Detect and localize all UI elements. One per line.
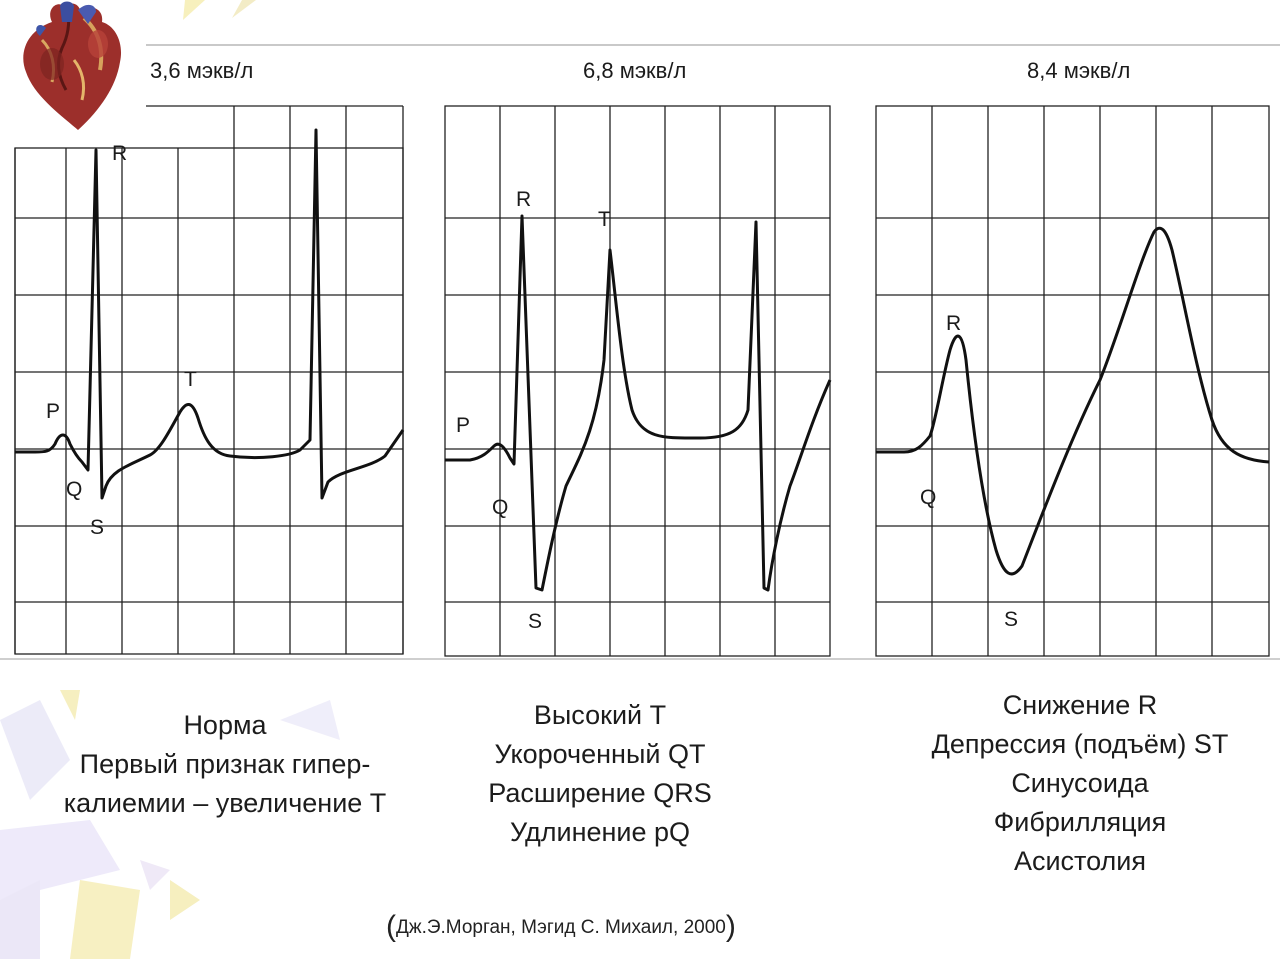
panel-1-grid [14, 105, 404, 655]
panel-1-p-label: P [46, 400, 60, 423]
panel-3-r-label: R [946, 312, 961, 335]
caption-line: калиемии – увеличение Т [63, 788, 387, 818]
ecg-diagram: P Q R S T P Q R S T [14, 105, 1270, 657]
concentration-label-2: 6,8 мэкв/л [583, 58, 687, 83]
caption-line: Синусоида [1011, 768, 1149, 798]
panel-1-s-label: S [90, 516, 104, 539]
source-text: Дж.Э.Морган, Мэгид С. Михаил, 2000 [396, 917, 726, 938]
panel-3-grid [875, 105, 1270, 657]
panel-2-t-label: T [598, 208, 611, 231]
ecg-panel-1: P Q R S T [14, 105, 405, 655]
caption-line: Асистолия [1013, 846, 1147, 876]
caption-line: Расширение QRS [488, 778, 712, 808]
caption-line: Укороченный QT [494, 739, 706, 769]
concentration-label-1: 3,6 мэкв/л [150, 58, 254, 83]
source-open-paren: ( [386, 910, 396, 943]
panel-2-r-label: R [516, 188, 531, 211]
panel-3-s-label: S [1004, 608, 1018, 631]
panel-2-s-label: S [528, 610, 542, 633]
caption-line: Удлинение pQ [509, 817, 691, 847]
panel-1-trace [15, 128, 405, 500]
caption-line: Снижение R [1002, 690, 1158, 720]
panel-2-p-label: P [456, 414, 470, 437]
bottom-rule [0, 658, 1280, 660]
caption-panel-1: Норма Первый признак гипер- калиемии – у… [20, 706, 430, 823]
panel-2-grid [444, 105, 831, 657]
concentration-label-3: 8,4 мэкв/л [1027, 58, 1131, 83]
source-close-paren: ) [725, 910, 736, 943]
caption-line: Депрессия (подъём) ST [931, 729, 1229, 759]
source-citation: (Дж.Э.Морган, Мэгид С. Михаил, 2000) [386, 910, 736, 944]
caption-panel-2: Высокий Т Укороченный QT Расширение QRS … [440, 696, 760, 852]
caption-line: Фибрилляция [993, 807, 1167, 837]
panel-3-q-label: Q [920, 486, 936, 509]
caption-line: Первый признак гипер- [79, 749, 371, 779]
panel-1-t-label: T [184, 368, 197, 391]
panel-2-trace [445, 214, 832, 592]
caption-panel-3: Снижение R Депрессия (подъём) ST Синусои… [880, 686, 1280, 881]
caption-line: Норма [183, 710, 267, 740]
heart-anatomy-icon [23, 1, 122, 131]
caption-line: Высокий Т [533, 700, 667, 730]
panel-1-r-label: R [112, 142, 127, 165]
panel-1-q-label: Q [66, 478, 82, 501]
panel-3-trace [876, 226, 1270, 576]
panel-2-q-label: Q [492, 496, 508, 519]
ecg-panel-2: P Q R S T [444, 105, 832, 657]
top-rule [146, 44, 1280, 46]
ecg-panel-3: Q R S [875, 105, 1270, 657]
